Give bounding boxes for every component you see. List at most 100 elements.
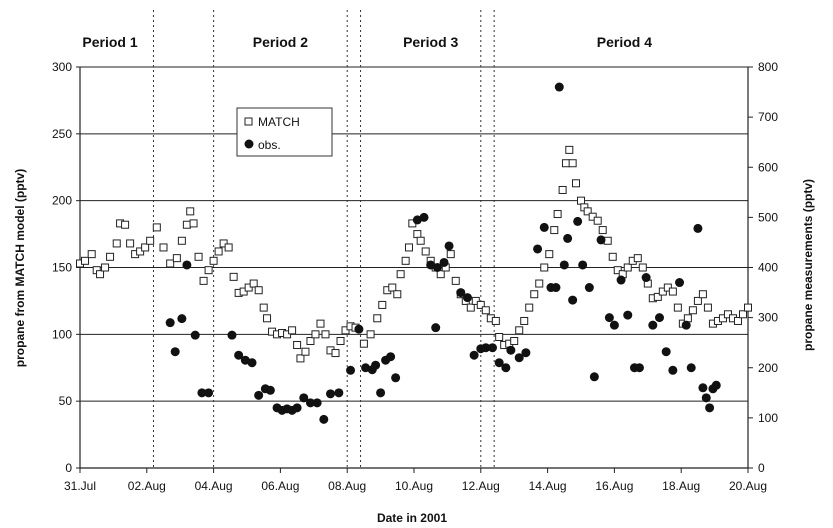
match-point: [436, 270, 445, 279]
obs-point: [346, 365, 356, 375]
period-label: Period 3: [403, 34, 458, 50]
match-point: [545, 250, 554, 259]
obs-point: [234, 350, 244, 360]
match-point: [259, 303, 268, 312]
match-point: [738, 310, 747, 319]
match-point: [229, 272, 238, 281]
match-point: [416, 236, 425, 245]
match-point: [152, 223, 161, 232]
obs-point: [506, 345, 516, 355]
y-right-tick-label: 0: [758, 461, 765, 475]
obs-point: [419, 212, 429, 222]
match-point: [558, 185, 567, 194]
match-point: [321, 330, 330, 339]
obs-point: [616, 275, 626, 285]
match-point: [653, 292, 662, 301]
match-point: [316, 319, 325, 328]
match-point: [495, 333, 504, 342]
obs-point: [312, 398, 322, 408]
obs-point: [501, 363, 511, 373]
obs-point: [634, 363, 644, 373]
match-point: [126, 239, 135, 248]
match-point: [199, 276, 208, 285]
match-point: [413, 230, 422, 239]
obs-point: [165, 318, 175, 328]
y-axis-left-title: propane from MATCH model (pptv): [13, 169, 27, 367]
match-point: [159, 243, 168, 252]
match-point: [378, 300, 387, 309]
obs-point: [533, 244, 543, 254]
y-right-tick-label: 800: [758, 60, 778, 74]
match-point: [673, 303, 682, 312]
match-point: [693, 296, 702, 305]
match-point: [658, 287, 667, 296]
period-boundaries: [152, 10, 495, 468]
match-point: [331, 349, 340, 358]
match-point: [668, 287, 677, 296]
match-point: [633, 254, 642, 263]
x-axis-title: Date in 2001: [377, 511, 447, 525]
x-tick-label: 12.Aug: [462, 479, 500, 493]
match-point: [698, 290, 707, 299]
match-point: [451, 276, 460, 285]
match-point: [583, 207, 592, 216]
obs-point: [469, 350, 479, 360]
match-point: [703, 303, 712, 312]
obs-point: [563, 233, 573, 243]
match-point: [525, 303, 534, 312]
obs-point: [609, 320, 619, 330]
match-point: [663, 283, 672, 292]
match-point: [565, 145, 574, 154]
x-tick-label: 20.Aug: [729, 479, 767, 493]
match-point: [571, 179, 580, 188]
match-point: [341, 326, 350, 335]
y-right-tick-label: 400: [758, 261, 778, 275]
obs-point: [247, 358, 257, 368]
obs-point: [698, 383, 708, 393]
match-point: [288, 326, 297, 335]
x-tick-label: 16.Aug: [595, 479, 633, 493]
match-point: [613, 266, 622, 275]
obs-point: [681, 320, 691, 330]
obs-point: [432, 263, 442, 272]
match-point: [166, 259, 175, 268]
legend-obs-marker: [244, 139, 254, 149]
match-point: [359, 339, 368, 348]
y-right-tick-label: 300: [758, 311, 778, 325]
match-point: [638, 263, 647, 272]
match-point: [530, 290, 539, 299]
period-labels: Period 1 Period 2 Period 3 Period 4: [82, 34, 652, 50]
obs-point: [693, 223, 703, 233]
y-left-tick-label: 250: [52, 127, 72, 141]
match-point: [393, 290, 402, 299]
match-point: [404, 243, 413, 252]
obs-point: [376, 388, 386, 398]
obs-point: [292, 403, 302, 413]
match-point: [481, 306, 490, 315]
match-point: [723, 310, 732, 319]
match-point: [296, 354, 305, 363]
match-point: [81, 256, 90, 265]
obs-point: [661, 347, 671, 357]
x-tick-label: 02.Aug: [128, 479, 166, 493]
match-point: [520, 316, 529, 325]
obs-point: [190, 330, 200, 340]
data-points: [76, 82, 752, 424]
x-tick-label: 31.Jul: [64, 479, 96, 493]
match-point: [623, 263, 632, 272]
match-point: [446, 250, 455, 259]
match-point: [112, 239, 121, 248]
obs-point: [668, 365, 678, 375]
match-point: [535, 279, 544, 288]
obs-point: [596, 235, 606, 245]
match-point: [491, 316, 500, 325]
match-point: [718, 314, 727, 323]
obs-point: [254, 390, 264, 400]
match-point: [744, 303, 752, 312]
match-point: [311, 330, 320, 339]
obs-point: [654, 313, 664, 323]
legend-match-marker: [244, 117, 253, 126]
match-point: [293, 341, 302, 350]
obs-point: [305, 398, 315, 408]
obs-point: [701, 393, 711, 403]
